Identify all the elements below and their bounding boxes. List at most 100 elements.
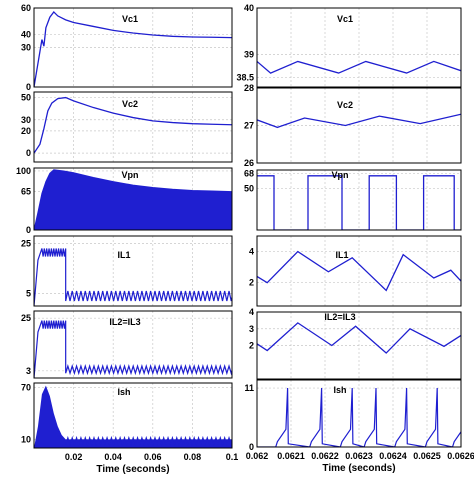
panel-right-vc2: 28 27 26 Vc2 <box>244 83 462 168</box>
trace-group <box>257 388 461 447</box>
series-current-line <box>34 248 232 306</box>
x-tick-label: 0.0626 <box>447 451 474 461</box>
y-tick-label: 65 <box>21 187 31 197</box>
plot-frame <box>33 310 233 379</box>
panel-right-vc1: 40 39 38.5 Vc1 <box>236 3 462 88</box>
trace-group <box>257 322 461 354</box>
trace-group <box>34 248 232 306</box>
series-vpn-line <box>34 169 232 230</box>
panel-label: Vc2 <box>122 99 138 109</box>
y-tick-label: 4 <box>249 247 254 257</box>
series-line <box>257 250 461 292</box>
plot-frame <box>33 167 233 231</box>
panel-right-il2-il3: 4 3 2 IL2=IL3 <box>249 307 462 380</box>
y-tick-label: 39 <box>244 49 254 59</box>
series-ish-ripple <box>65 435 232 447</box>
plot-area <box>34 92 232 162</box>
series-line <box>34 10 232 87</box>
x-tick-label: 0.062 <box>246 451 269 461</box>
panel-label: Vc1 <box>337 14 353 24</box>
panel-left-il1: 25 5 IL1 <box>21 235 233 307</box>
trace-group <box>257 250 461 292</box>
y-tick-label: 50 <box>21 93 31 103</box>
y-tick-label: 3 <box>26 366 31 376</box>
panel-right-vpn: 68 50 Vpn <box>244 168 462 231</box>
x-tick-label: 0.02 <box>65 452 83 462</box>
series-vpn-area <box>34 169 232 230</box>
plot-frame <box>33 382 233 449</box>
panel-label: Ish <box>117 387 130 397</box>
y-tick-label: 10 <box>21 434 31 444</box>
plot-frame <box>256 169 462 231</box>
series-line <box>257 113 461 129</box>
y-tick-label: 40 <box>244 3 254 13</box>
y-tick-label: 50 <box>244 183 254 193</box>
panel-label: Vpn <box>122 170 139 180</box>
y-tick-label: 30 <box>21 115 31 125</box>
panel-label: IL2=IL3 <box>324 312 355 322</box>
y-tick-label: 25 <box>21 313 31 323</box>
panel-left-vpn: 100 65 0 Vpn <box>16 166 233 235</box>
y-tick-label: 38.5 <box>236 73 254 83</box>
y-tick-label: 68 <box>244 168 254 178</box>
x-tick-label: 0.0622 <box>311 451 339 461</box>
panel-label: Vc1 <box>122 14 138 24</box>
y-tick-label: 3 <box>249 324 254 334</box>
x-tick-label: 0.0623 <box>345 451 373 461</box>
panel-right-il1: 4 2 IL1 <box>249 235 462 307</box>
trace-group <box>34 96 232 154</box>
panel-label: IL2=IL3 <box>109 317 140 327</box>
y-tick-label: 0 <box>26 82 31 92</box>
plot-frame <box>33 91 233 163</box>
series-vpn-square <box>257 175 461 230</box>
y-tick-label: 11 <box>244 383 254 393</box>
y-tick-label: 20 <box>21 126 31 136</box>
y-tick-label: 25 <box>21 239 31 249</box>
x-axis-label: Time (seconds) <box>322 463 395 474</box>
x-tick-label: 0.1 <box>226 452 239 462</box>
trace-group <box>34 320 232 378</box>
series-line <box>257 60 461 74</box>
y-tick-label: 4 <box>249 307 254 317</box>
y-tick-label: 60 <box>21 3 31 13</box>
y-tick-label: 2 <box>249 278 254 288</box>
x-tick-label: 0.06 <box>144 452 162 462</box>
series-ish-pulses <box>257 388 461 447</box>
plot-area <box>257 8 461 87</box>
panel-label: Ish <box>333 385 346 395</box>
x-tick-label: 0.0621 <box>277 451 305 461</box>
series-ish-area <box>34 385 232 448</box>
trace-group <box>34 10 232 87</box>
plot-frame <box>256 235 462 307</box>
plot-frame <box>256 87 462 164</box>
series-current-line <box>34 320 232 378</box>
y-tick-label: 30 <box>21 43 31 53</box>
plot-frame <box>256 311 462 380</box>
y-tick-label: 0 <box>26 148 31 158</box>
y-tick-label: 0 <box>249 442 254 452</box>
trace-group <box>34 169 232 230</box>
panel-left-ish: 70 10 Ish 0.02 0.04 0.06 0.08 0.1 Time (seconds) <box>21 382 238 475</box>
plot-frame <box>33 235 233 307</box>
y-tick-label: 70 <box>21 382 31 392</box>
panel-right-ish: 11 0 Ish 0.062 0.0621 0.0622 0.0623 0.0624 0.062… <box>244 379 474 474</box>
x-tick-label: 0.0625 <box>413 451 441 461</box>
plot-area <box>257 236 461 306</box>
plot-frame <box>256 7 462 88</box>
trace-group <box>257 175 461 230</box>
y-tick-label: 5 <box>26 289 31 299</box>
trace-group <box>34 385 232 448</box>
y-tick-label: 2 <box>249 341 254 351</box>
x-tick-label: 0.04 <box>104 452 122 462</box>
x-axis-label: Time (seconds) <box>96 464 169 475</box>
series-line <box>34 96 232 154</box>
trace-group <box>257 60 461 74</box>
y-tick-label: 27 <box>244 121 254 131</box>
y-tick-label: 100 <box>16 166 31 176</box>
panel-label: IL1 <box>117 250 130 260</box>
y-tick-label: 26 <box>244 158 254 168</box>
panel-label: Vpn <box>332 170 349 180</box>
panel-left-vc1: 60 40 30 0 Vc1 <box>21 3 233 92</box>
